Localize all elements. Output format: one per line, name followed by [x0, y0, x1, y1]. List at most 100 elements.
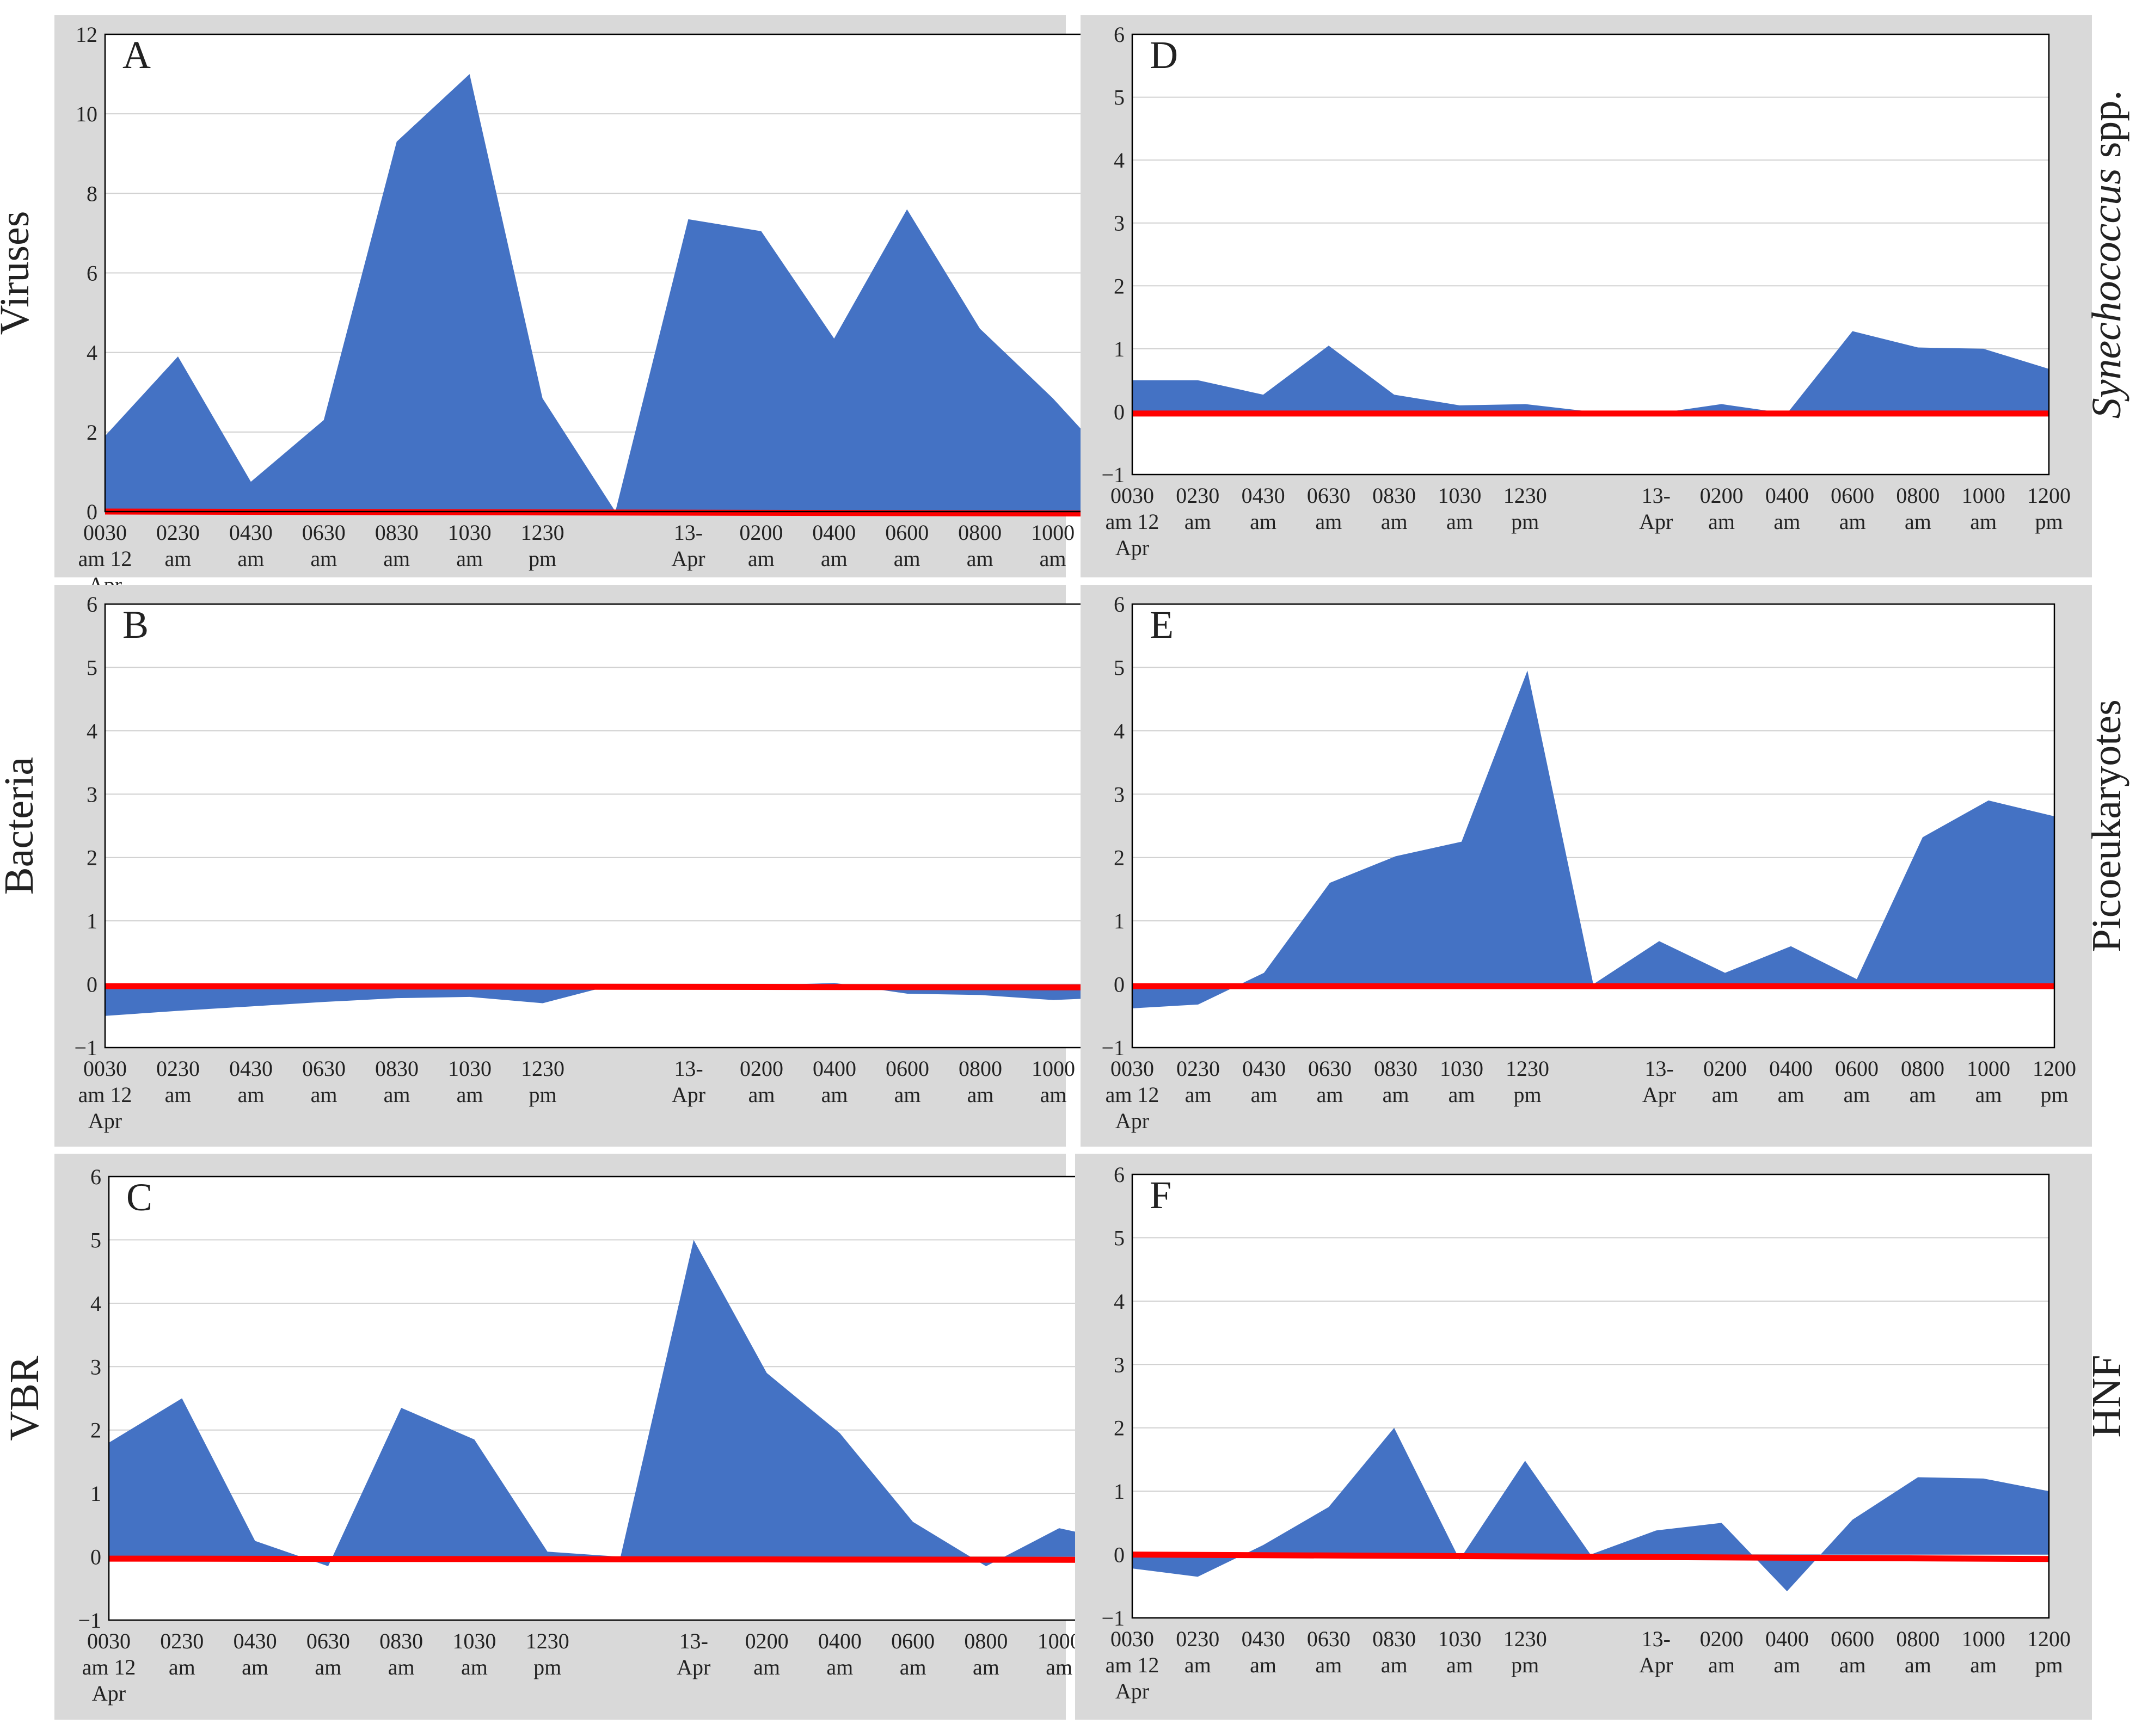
- data-point-14: [1987, 799, 1990, 802]
- x-tick-label: 0830: [1372, 1627, 1416, 1651]
- x-tick-label: 0200: [739, 520, 783, 545]
- x-tick-label: pm: [529, 1082, 556, 1107]
- x-tick-label: 1000: [1967, 1056, 2010, 1081]
- x-tick-label: am: [900, 1655, 926, 1679]
- baseline-line: [105, 983, 1127, 990]
- x-tick-label: pm: [2035, 1653, 2063, 1677]
- x-tick-label: 0230: [156, 520, 200, 545]
- panel-letter: B: [122, 603, 149, 647]
- x-tick-label: 0200: [740, 1056, 783, 1081]
- x-tick-label: Apr: [672, 1082, 705, 1107]
- data-point-4: [1327, 1505, 1330, 1509]
- x-tick-label: am: [383, 546, 410, 571]
- data-point-3: [1262, 971, 1266, 975]
- x-tick-label: 1230: [1503, 483, 1547, 508]
- x-tick-label: 0430: [234, 1629, 277, 1653]
- y-tick-label: 4: [90, 1291, 101, 1316]
- data-point-7: [541, 397, 544, 400]
- x-tick-label: 1200: [2033, 1056, 2076, 1081]
- y-tick-label: 3: [1114, 782, 1125, 807]
- plot-border: [1131, 603, 2055, 1049]
- data-point-5: [395, 140, 398, 143]
- data-point-6: [1458, 404, 1461, 407]
- area-series: [1132, 1427, 2049, 1592]
- x-tick-label: 0230: [160, 1629, 204, 1653]
- x-tick-label: Apr: [1642, 1082, 1676, 1107]
- data-point-5: [1392, 393, 1396, 396]
- x-tick-label: am: [1040, 546, 1066, 571]
- x-tick-label: 13-: [674, 1056, 703, 1081]
- x-tick-label: am: [1844, 1082, 1870, 1107]
- x-tick-label: am: [1708, 509, 1735, 534]
- x-tick-label: 13-: [1642, 1627, 1671, 1651]
- data-point-6: [1460, 840, 1463, 844]
- x-tick-label: am: [1975, 1082, 2002, 1107]
- data-point-3: [1262, 1543, 1265, 1547]
- x-tick-label: am: [456, 546, 483, 571]
- x-tick-label: 0400: [1765, 1627, 1809, 1651]
- x-tick-label: 0800: [1896, 483, 1940, 508]
- y-tick-label: 6: [1114, 592, 1125, 617]
- x-tick-label: am: [388, 1655, 415, 1679]
- x-tick-label: 0030: [83, 520, 127, 545]
- data-point-9: [686, 218, 690, 221]
- y-tick-label: 3: [90, 1355, 101, 1379]
- x-tick-label: pm: [1511, 509, 1539, 534]
- x-tick-label: am: [1839, 509, 1866, 534]
- data-point-3: [254, 1539, 257, 1542]
- data-point-10: [1720, 1521, 1723, 1524]
- data-point-3: [1262, 393, 1265, 396]
- x-tick-label: 0630: [1307, 483, 1351, 508]
- panel-letter: E: [1150, 603, 1174, 647]
- x-tick-label: 0230: [1176, 483, 1219, 508]
- y-tick-label: 6: [90, 1165, 101, 1189]
- x-tick-label: 0400: [812, 520, 856, 545]
- x-tick-label: pm: [1511, 1653, 1539, 1677]
- data-point-5: [400, 1406, 403, 1409]
- x-tick-label: am: [237, 546, 264, 571]
- x-tick-label: am: [1970, 509, 1997, 534]
- x-tick-label: 1030: [1438, 1627, 1481, 1651]
- y-tick-label: −1: [74, 1036, 97, 1060]
- x-tick-label: 0830: [1374, 1056, 1417, 1081]
- data-point-5: [395, 996, 398, 1000]
- x-tick-label: am: [242, 1655, 268, 1679]
- x-tick-label: am: [821, 546, 848, 571]
- x-tick-label: Apr: [92, 1681, 126, 1706]
- data-point-2: [1196, 1003, 1200, 1006]
- x-tick-label: 1230: [521, 1056, 564, 1081]
- y-tick-label: 5: [1114, 85, 1125, 110]
- x-tick-label: am 12: [78, 546, 132, 571]
- data-point-13: [979, 993, 982, 996]
- x-tick-label: 0830: [1372, 483, 1416, 508]
- x-tick-label: 0400: [813, 1056, 856, 1081]
- data-point-13: [978, 327, 981, 330]
- y-axis-label: Picoeukaryotes: [2084, 699, 2129, 952]
- data-point-11: [832, 337, 836, 340]
- y-tick-label: 0: [87, 500, 97, 524]
- x-tick-label: pm: [533, 1655, 561, 1679]
- x-tick-label: 0830: [375, 520, 419, 545]
- x-tick-label: am: [821, 1082, 848, 1107]
- data-point-14: [1982, 347, 1985, 350]
- x-tick-label: 1030: [1440, 1056, 1483, 1081]
- x-tick-label: 0030: [1110, 483, 1154, 508]
- area-series: [109, 1240, 1132, 1567]
- x-tick-label: am: [457, 1082, 483, 1107]
- panel-letter: D: [1150, 33, 1178, 77]
- x-tick-label: am: [1184, 509, 1211, 534]
- x-tick-label: 0800: [1896, 1627, 1940, 1651]
- x-tick-label: am: [1381, 509, 1408, 534]
- x-tick-label: 1200: [2027, 483, 2071, 508]
- x-tick-label: Apr: [1115, 1109, 1149, 1133]
- x-tick-label: am: [967, 546, 993, 571]
- x-tick-label: 0200: [745, 1629, 789, 1653]
- data-point-7: [541, 1002, 544, 1005]
- y-tick-label: 0: [1114, 972, 1125, 997]
- y-tick-label: 10: [76, 102, 97, 126]
- x-tick-label: am: [1383, 1082, 1409, 1107]
